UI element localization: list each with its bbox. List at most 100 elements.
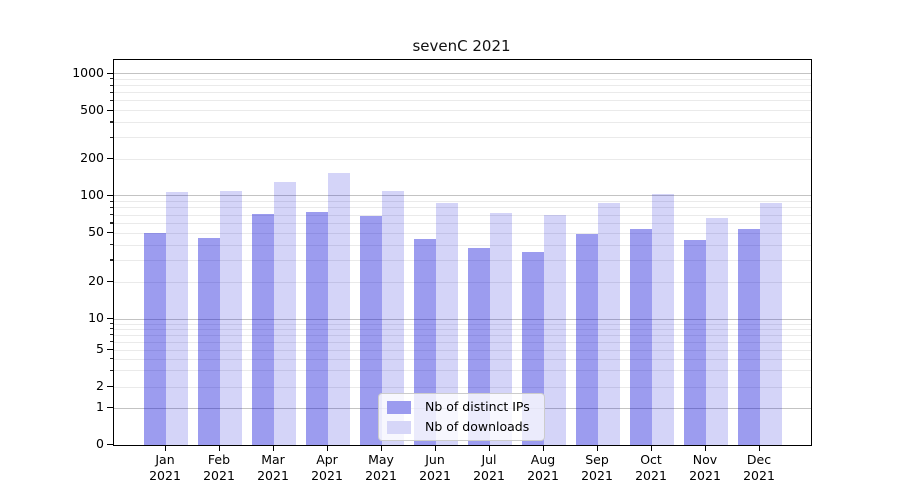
gridline-7 bbox=[114, 334, 811, 336]
x-tick-mark bbox=[759, 445, 761, 451]
legend-entry-distinct-ips: Nb of distinct IPs bbox=[387, 400, 536, 414]
y-tick-label-100: 100 bbox=[80, 186, 104, 202]
x-tick-label-jun: Jun 2021 bbox=[419, 452, 451, 483]
gridline-2 bbox=[114, 386, 811, 388]
y-minor-tick-mark bbox=[110, 200, 113, 202]
y-tick-mark bbox=[107, 232, 113, 234]
y-minor-tick-mark bbox=[110, 206, 113, 209]
y-tick-label-1000: 1000 bbox=[72, 64, 104, 80]
y-tick-label-50: 50 bbox=[88, 224, 104, 240]
gridline-200 bbox=[114, 158, 811, 160]
bar-downloads-nov bbox=[706, 218, 728, 445]
legend-swatch-distinct-ips-icon bbox=[387, 400, 411, 414]
y-minor-tick-mark bbox=[110, 222, 113, 224]
x-tick-mark bbox=[597, 445, 599, 451]
y-minor-tick-mark bbox=[110, 91, 113, 93]
legend-swatch-downloads-icon bbox=[387, 420, 411, 434]
gridline-40 bbox=[114, 244, 811, 246]
x-tick-label-jul: Jul 2021 bbox=[473, 452, 505, 483]
x-tick-mark bbox=[651, 445, 653, 451]
bar-downloads-jan bbox=[166, 192, 188, 445]
gridline-600 bbox=[114, 100, 811, 102]
y-tick-mark bbox=[107, 109, 113, 111]
gridline-80 bbox=[114, 207, 811, 209]
gridline-500 bbox=[114, 110, 811, 112]
gridline-4 bbox=[114, 358, 811, 360]
y-tick-label-2: 2 bbox=[96, 378, 104, 394]
y-minor-tick-mark bbox=[110, 341, 113, 343]
x-tick-label-nov: Nov 2021 bbox=[689, 452, 721, 483]
gridline-3 bbox=[114, 370, 811, 372]
bar-distinct-ips-sep bbox=[576, 234, 598, 445]
bar-downloads-apr bbox=[328, 172, 350, 445]
y-minor-tick-mark bbox=[110, 334, 113, 336]
x-tick-label-mar: Mar 2021 bbox=[257, 452, 289, 483]
legend-box: Nb of distinct IPs Nb of downloads bbox=[378, 393, 545, 441]
bar-distinct-ips-dec bbox=[738, 228, 760, 445]
gridline-800 bbox=[114, 85, 811, 87]
y-tick-label-200: 200 bbox=[80, 150, 104, 166]
y-minor-tick-mark bbox=[110, 259, 113, 261]
gridline-9 bbox=[114, 323, 811, 325]
gridline-100 bbox=[114, 195, 811, 197]
bar-distinct-ips-may bbox=[360, 215, 382, 445]
bar-downloads-dec bbox=[760, 203, 782, 445]
gridline-700 bbox=[114, 92, 811, 94]
gridline-90 bbox=[114, 201, 811, 203]
y-tick-mark bbox=[107, 194, 113, 197]
y-minor-tick-mark bbox=[110, 121, 113, 123]
x-tick-mark bbox=[381, 445, 383, 451]
x-tick-label-apr: Apr 2021 bbox=[311, 452, 343, 483]
x-tick-label-aug: Aug 2021 bbox=[527, 452, 559, 483]
gridline-6 bbox=[114, 341, 811, 343]
gridline-8 bbox=[114, 328, 811, 330]
gridline-20 bbox=[114, 281, 811, 283]
gridline-30 bbox=[114, 259, 811, 261]
x-tick-mark bbox=[327, 445, 329, 451]
y-minor-tick-mark bbox=[110, 369, 113, 371]
y-tick-mark bbox=[107, 407, 113, 409]
y-tick-mark bbox=[107, 444, 113, 446]
y-tick-mark bbox=[107, 318, 113, 320]
x-tick-mark bbox=[219, 445, 221, 451]
x-tick-label-may: May 2021 bbox=[365, 452, 397, 483]
x-tick-mark bbox=[489, 445, 491, 451]
x-tick-label-oct: Oct 2021 bbox=[635, 452, 667, 483]
y-minor-tick-mark bbox=[110, 214, 113, 216]
y-tick-label-1: 1 bbox=[96, 399, 104, 415]
x-tick-mark bbox=[543, 445, 545, 451]
bar-distinct-ips-nov bbox=[684, 239, 706, 445]
bar-downloads-may bbox=[382, 190, 404, 445]
bar-downloads-feb bbox=[220, 191, 242, 445]
gridline-400 bbox=[114, 121, 811, 123]
gridline-300 bbox=[114, 137, 811, 139]
legend-entry-downloads: Nb of downloads bbox=[387, 420, 536, 434]
x-tick-label-dec: Dec 2021 bbox=[743, 452, 775, 483]
gridline-60 bbox=[114, 222, 811, 224]
y-tick-mark bbox=[107, 386, 113, 388]
bar-distinct-ips-feb bbox=[198, 237, 220, 445]
y-minor-tick-mark bbox=[110, 78, 113, 80]
y-minor-tick-mark bbox=[110, 99, 113, 102]
gridline-1000 bbox=[114, 73, 811, 75]
x-tick-mark bbox=[705, 445, 707, 451]
y-minor-tick-mark bbox=[110, 328, 113, 330]
y-minor-tick-mark bbox=[110, 136, 113, 138]
y-tick-mark bbox=[107, 158, 113, 160]
gridline-50 bbox=[114, 232, 811, 234]
y-tick-mark bbox=[107, 72, 113, 74]
gridline-70 bbox=[114, 214, 811, 216]
bar-distinct-ips-mar bbox=[252, 214, 274, 445]
gridline-900 bbox=[114, 78, 811, 80]
legend-label-distinct-ips: Nb of distinct IPs bbox=[425, 399, 530, 414]
y-minor-tick-mark bbox=[110, 358, 113, 360]
gridline-5 bbox=[114, 349, 811, 351]
y-minor-tick-mark bbox=[110, 244, 113, 246]
y-tick-label-20: 20 bbox=[88, 273, 104, 289]
x-tick-label-feb: Feb 2021 bbox=[203, 452, 235, 483]
y-tick-mark bbox=[107, 281, 113, 283]
x-tick-mark bbox=[273, 445, 275, 451]
x-tick-mark bbox=[165, 445, 167, 451]
bar-distinct-ips-oct bbox=[630, 228, 652, 445]
y-tick-label-500: 500 bbox=[80, 101, 104, 117]
